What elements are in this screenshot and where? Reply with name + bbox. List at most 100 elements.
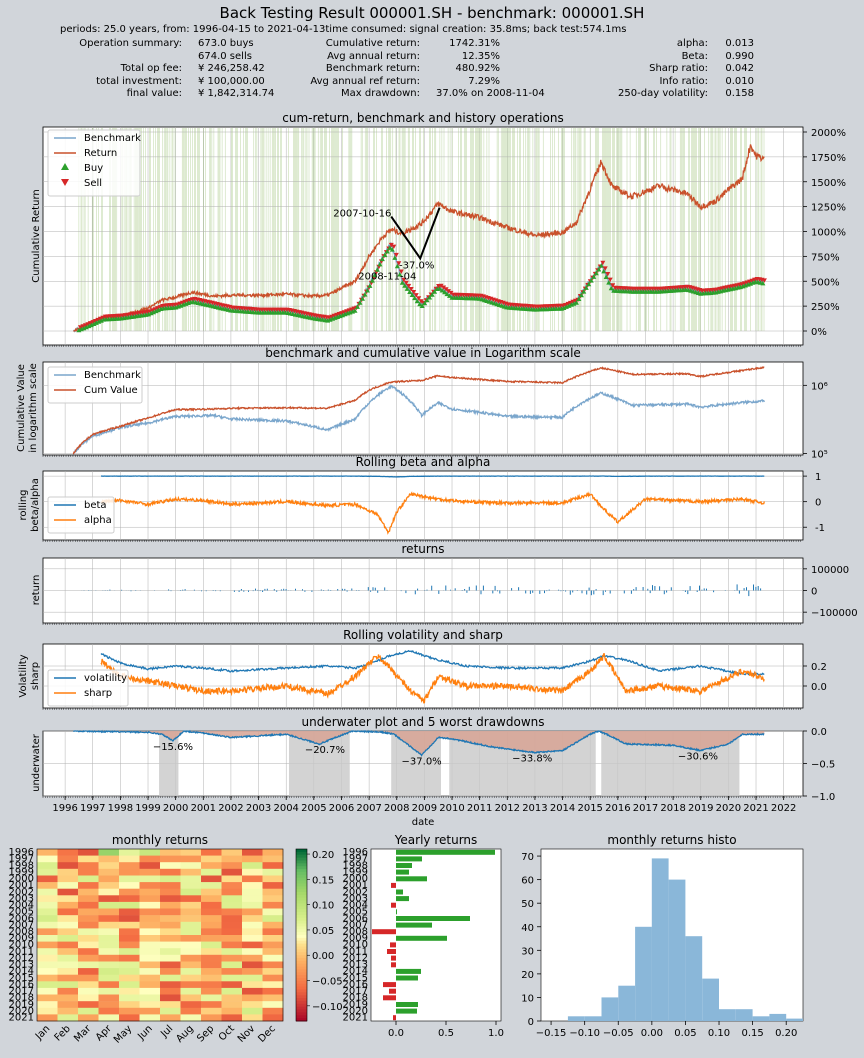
heatmap-year-label: 2014	[9, 966, 34, 977]
heatmap-cell	[57, 1007, 79, 1015]
heatmap-year-label: 2002	[9, 887, 34, 898]
y-tick-label: −100000	[811, 608, 858, 619]
sell-marker	[408, 287, 414, 292]
heatmap-cell	[57, 888, 79, 896]
heatmap-cell	[57, 981, 79, 989]
x-tick-label: 2007	[356, 803, 381, 814]
yearly-bar	[396, 916, 470, 921]
x-tick-label: 1.0	[488, 1028, 504, 1039]
buy-marker	[442, 289, 448, 295]
heatmap-cell	[57, 895, 79, 903]
buy-marker	[379, 256, 385, 262]
heatmap-month-label: Apr	[94, 1023, 115, 1044]
heatmap-cell	[139, 974, 161, 982]
y-axis-label-cum: Cumulative Return	[31, 189, 42, 282]
colorbar-segment	[296, 946, 307, 950]
heatmap-cell	[221, 895, 243, 903]
heatmap-cell	[37, 987, 58, 995]
histo-bar	[668, 879, 686, 1021]
heatmap-cell	[57, 954, 79, 962]
heatmap-cell	[180, 875, 202, 883]
heatmap-cell	[57, 908, 79, 916]
heatmap-cell	[98, 908, 120, 916]
x-tick-label: 2016	[605, 803, 630, 814]
heatmap-cell	[98, 862, 120, 870]
underwater-area	[73, 731, 765, 756]
yearly-year-label: 2013	[343, 960, 368, 971]
heatmap-cell	[262, 994, 284, 1002]
heatmap-cell	[98, 915, 120, 923]
yearly-bar	[391, 955, 396, 961]
heatmap-cell	[201, 882, 222, 889]
y-axis-label-log-line: in logarithm scale	[28, 363, 39, 453]
heatmap-cell	[37, 974, 58, 982]
heatmap-cell	[37, 981, 58, 989]
heatmap-cell	[78, 994, 99, 1002]
buy-marker	[593, 270, 599, 276]
sell-marker	[393, 252, 399, 258]
heatmap-cell	[160, 987, 181, 995]
yearly-bar	[396, 849, 495, 855]
buy-marker	[603, 274, 609, 279]
buy-marker	[419, 303, 425, 308]
heatmap-month-label: Nov	[236, 1023, 258, 1045]
heatmap-cell	[180, 1001, 202, 1009]
heatmap-month-label: Jul	[158, 1023, 175, 1040]
heatmap-cell	[119, 954, 140, 962]
heatmap-cell	[57, 994, 79, 1002]
heatmap-cell	[221, 1007, 243, 1015]
heatmap-cell	[98, 882, 120, 889]
heatmap-cell	[201, 974, 222, 982]
heatmap-cell	[262, 974, 284, 982]
buy-marker	[409, 292, 415, 297]
colorbar-segment	[296, 932, 307, 936]
heatmap-cell	[78, 935, 99, 942]
heatmap-cell	[201, 895, 222, 903]
colorbar-segment	[296, 978, 307, 982]
heatmap-cell	[180, 855, 202, 863]
x-tick-label: 0.10	[708, 1028, 730, 1039]
summary-value: 1742.31%	[449, 38, 500, 49]
buy-marker	[598, 263, 604, 268]
heatmap-cell	[221, 935, 243, 942]
y-tick-label: 10⁶	[811, 381, 828, 392]
chart-title-vol: Rolling volatility and sharp	[343, 628, 503, 642]
heatmap-cell	[139, 948, 161, 956]
legend-cum-label: Buy	[84, 163, 103, 174]
heatmap-cell	[139, 987, 161, 995]
heatmap-cell	[119, 915, 140, 923]
sell-marker	[607, 277, 613, 283]
heatmap-cell	[242, 1007, 263, 1015]
histo-bar	[752, 1016, 770, 1021]
heatmap-cell	[78, 862, 99, 870]
y-axis-label-underwater-line: underwater	[31, 733, 42, 792]
summary-label: total investment:	[96, 75, 182, 87]
heatmap-cell	[201, 908, 222, 916]
heatmap-cell	[221, 961, 243, 969]
heatmap-cell	[221, 1014, 243, 1022]
heatmap-cell	[139, 901, 161, 909]
y-tick-label: 0	[811, 587, 817, 598]
heatmap-cell	[119, 908, 140, 916]
yearly-year-label: 1998	[343, 860, 368, 871]
heatmap-cell	[160, 882, 181, 889]
x-tick-label: 2011	[467, 803, 492, 814]
heatmap-cell	[119, 941, 140, 949]
x-tick-label: 2004	[273, 803, 298, 814]
heatmap-year-label: 2021	[9, 1013, 34, 1024]
sell-marker	[396, 261, 402, 266]
heatmap-cell	[180, 981, 202, 989]
heatmap-month-tick: Nov	[236, 1023, 258, 1045]
heatmap-cell	[262, 981, 284, 989]
buy-marker	[573, 300, 579, 305]
legend-beta-label: beta	[84, 500, 107, 511]
sell-marker	[448, 290, 454, 296]
heatmap-cell	[242, 987, 263, 995]
heatmap-month-tick: Aug	[174, 1023, 196, 1045]
sell-marker	[761, 278, 767, 283]
buy-marker	[402, 283, 408, 288]
buy-marker	[422, 300, 428, 306]
heatmap-cell	[98, 941, 120, 949]
heatmap-cell	[201, 915, 222, 923]
heatmap-cell	[242, 849, 263, 856]
